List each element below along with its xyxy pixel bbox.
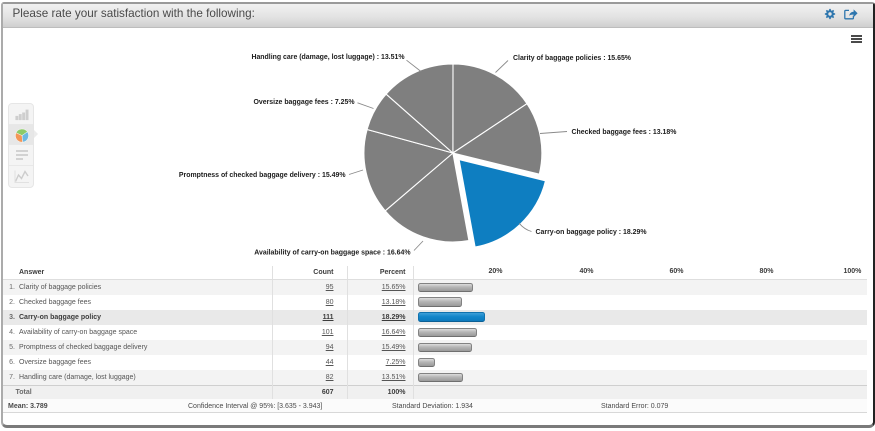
svg-text:Carry-on baggage policy : 18.2: Carry-on baggage policy : 18.29% bbox=[536, 229, 647, 236]
svg-text:Handling care (damage, lost lu: Handling care (damage, lost luggage) : 1… bbox=[251, 54, 404, 61]
svg-text:Availability of carry-on bagga: Availability of carry-on baggage space :… bbox=[254, 249, 410, 256]
svg-text:Clarity of baggage policies :: Clarity of baggage policies : 15.65% bbox=[513, 55, 631, 62]
svg-text:Promptness of checked baggage: Promptness of checked baggage delivery :… bbox=[179, 172, 346, 179]
svg-text:Oversize baggage fees : 7.25%: Oversize baggage fees : 7.25% bbox=[253, 99, 354, 106]
svg-text:Checked baggage fees : 13.18%: Checked baggage fees : 13.18% bbox=[572, 129, 677, 136]
